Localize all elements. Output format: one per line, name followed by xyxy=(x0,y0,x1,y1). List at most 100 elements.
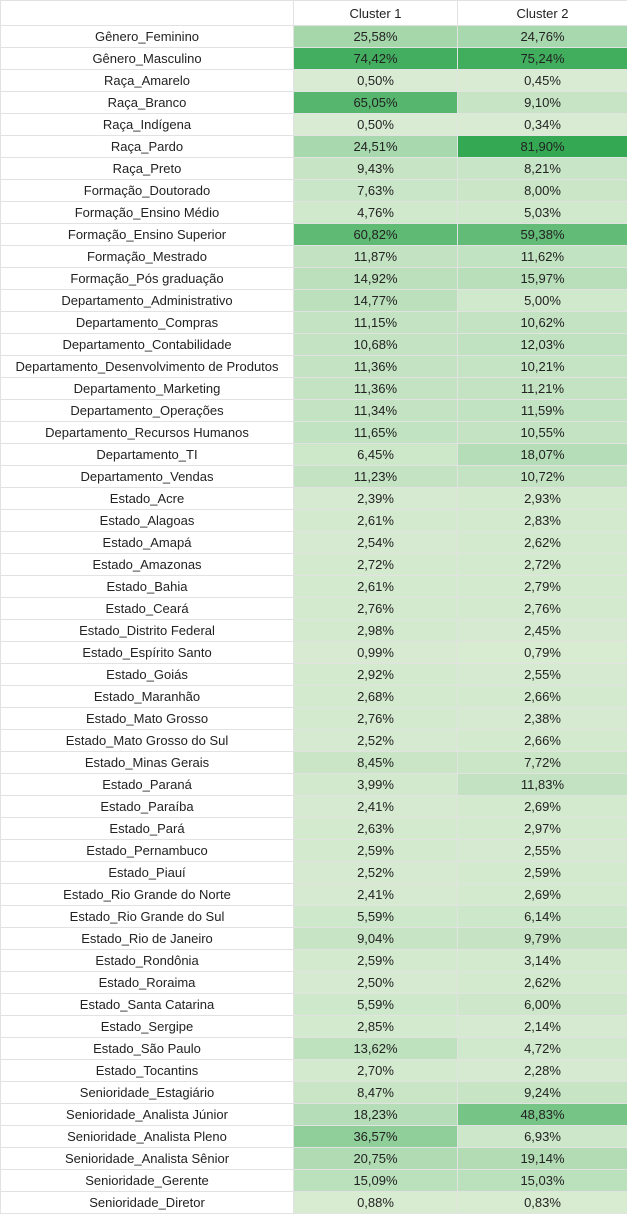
row-label-cell[interactable]: Estado_Roraima xyxy=(0,971,294,994)
row-label-cell[interactable]: Estado_Pernambuco xyxy=(0,839,294,862)
cluster-2-value-cell[interactable]: 2,38% xyxy=(457,707,627,730)
cluster-2-value-cell[interactable]: 5,03% xyxy=(457,201,627,224)
cluster-2-value-cell[interactable]: 9,79% xyxy=(457,927,627,950)
cluster-1-value-cell[interactable]: 65,05% xyxy=(293,91,458,114)
row-label-cell[interactable]: Estado_Goiás xyxy=(0,663,294,686)
cluster-1-value-cell[interactable]: 4,76% xyxy=(293,201,458,224)
row-label-cell[interactable]: Senioridade_Analista Júnior xyxy=(0,1103,294,1126)
row-label-cell[interactable]: Estado_Santa Catarina xyxy=(0,993,294,1016)
cluster-1-value-cell[interactable]: 6,45% xyxy=(293,443,458,466)
cluster-2-value-cell[interactable]: 6,93% xyxy=(457,1125,627,1148)
row-label-cell[interactable]: Estado_Rio Grande do Sul xyxy=(0,905,294,928)
cluster-2-value-cell[interactable]: 9,10% xyxy=(457,91,627,114)
row-label-cell[interactable]: Estado_Minas Gerais xyxy=(0,751,294,774)
cluster-1-value-cell[interactable]: 8,45% xyxy=(293,751,458,774)
cluster-2-value-cell[interactable]: 2,55% xyxy=(457,663,627,686)
header-cluster-2[interactable]: Cluster 2 xyxy=(457,0,627,26)
row-label-cell[interactable]: Senioridade_Analista Sênior xyxy=(0,1147,294,1170)
cluster-2-value-cell[interactable]: 2,83% xyxy=(457,509,627,532)
cluster-1-value-cell[interactable]: 11,23% xyxy=(293,465,458,488)
cluster-1-value-cell[interactable]: 36,57% xyxy=(293,1125,458,1148)
cluster-1-value-cell[interactable]: 2,76% xyxy=(293,707,458,730)
cluster-1-value-cell[interactable]: 9,04% xyxy=(293,927,458,950)
row-label-cell[interactable]: Estado_Ceará xyxy=(0,597,294,620)
cluster-2-value-cell[interactable]: 2,66% xyxy=(457,685,627,708)
cluster-2-value-cell[interactable]: 10,72% xyxy=(457,465,627,488)
cluster-1-value-cell[interactable]: 5,59% xyxy=(293,905,458,928)
row-label-cell[interactable]: Estado_Piauí xyxy=(0,861,294,884)
cluster-2-value-cell[interactable]: 2,14% xyxy=(457,1015,627,1038)
cluster-1-value-cell[interactable]: 11,34% xyxy=(293,399,458,422)
cluster-2-value-cell[interactable]: 11,83% xyxy=(457,773,627,796)
cluster-2-value-cell[interactable]: 0,45% xyxy=(457,69,627,92)
cluster-2-value-cell[interactable]: 0,83% xyxy=(457,1191,627,1214)
row-label-cell[interactable]: Estado_Sergipe xyxy=(0,1015,294,1038)
row-label-cell[interactable]: Formação_Ensino Médio xyxy=(0,201,294,224)
cluster-1-value-cell[interactable]: 11,15% xyxy=(293,311,458,334)
cluster-2-value-cell[interactable]: 10,62% xyxy=(457,311,627,334)
cluster-1-value-cell[interactable]: 2,61% xyxy=(293,575,458,598)
cluster-1-value-cell[interactable]: 24,51% xyxy=(293,135,458,158)
cluster-1-value-cell[interactable]: 2,59% xyxy=(293,839,458,862)
row-label-cell[interactable]: Estado_Maranhão xyxy=(0,685,294,708)
cluster-2-value-cell[interactable]: 0,34% xyxy=(457,113,627,136)
cluster-1-value-cell[interactable]: 8,47% xyxy=(293,1081,458,1104)
cluster-1-value-cell[interactable]: 2,59% xyxy=(293,949,458,972)
row-label-cell[interactable]: Estado_Pará xyxy=(0,817,294,840)
cluster-2-value-cell[interactable]: 81,90% xyxy=(457,135,627,158)
cluster-2-value-cell[interactable]: 2,69% xyxy=(457,795,627,818)
cluster-2-value-cell[interactable]: 10,55% xyxy=(457,421,627,444)
cluster-2-value-cell[interactable]: 7,72% xyxy=(457,751,627,774)
cluster-1-value-cell[interactable]: 18,23% xyxy=(293,1103,458,1126)
row-label-cell[interactable]: Senioridade_Diretor xyxy=(0,1191,294,1214)
row-label-cell[interactable]: Estado_Acre xyxy=(0,487,294,510)
row-label-cell[interactable]: Formação_Pós graduação xyxy=(0,267,294,290)
cluster-2-value-cell[interactable]: 2,76% xyxy=(457,597,627,620)
row-label-cell[interactable]: Formação_Doutorado xyxy=(0,179,294,202)
cluster-1-value-cell[interactable]: 11,36% xyxy=(293,377,458,400)
cluster-1-value-cell[interactable]: 2,41% xyxy=(293,883,458,906)
cluster-2-value-cell[interactable]: 2,28% xyxy=(457,1059,627,1082)
cluster-2-value-cell[interactable]: 2,66% xyxy=(457,729,627,752)
header-corner-cell[interactable] xyxy=(0,0,294,26)
row-label-cell[interactable]: Estado_Paraíba xyxy=(0,795,294,818)
row-label-cell[interactable]: Gênero_Feminino xyxy=(0,25,294,48)
cluster-1-value-cell[interactable]: 15,09% xyxy=(293,1169,458,1192)
cluster-2-value-cell[interactable]: 3,14% xyxy=(457,949,627,972)
cluster-2-value-cell[interactable]: 2,45% xyxy=(457,619,627,642)
cluster-2-value-cell[interactable]: 11,59% xyxy=(457,399,627,422)
row-label-cell[interactable]: Estado_Paraná xyxy=(0,773,294,796)
cluster-1-value-cell[interactable]: 2,70% xyxy=(293,1059,458,1082)
row-label-cell[interactable]: Estado_Alagoas xyxy=(0,509,294,532)
cluster-1-value-cell[interactable]: 2,85% xyxy=(293,1015,458,1038)
row-label-cell[interactable]: Raça_Amarelo xyxy=(0,69,294,92)
row-label-cell[interactable]: Estado_Espírito Santo xyxy=(0,641,294,664)
cluster-2-value-cell[interactable]: 0,79% xyxy=(457,641,627,664)
row-label-cell[interactable]: Senioridade_Estagiário xyxy=(0,1081,294,1104)
header-cluster-1[interactable]: Cluster 1 xyxy=(293,0,458,26)
cluster-1-value-cell[interactable]: 2,52% xyxy=(293,861,458,884)
row-label-cell[interactable]: Estado_Bahia xyxy=(0,575,294,598)
cluster-1-value-cell[interactable]: 13,62% xyxy=(293,1037,458,1060)
cluster-1-value-cell[interactable]: 60,82% xyxy=(293,223,458,246)
cluster-2-value-cell[interactable]: 6,00% xyxy=(457,993,627,1016)
cluster-1-value-cell[interactable]: 2,54% xyxy=(293,531,458,554)
row-label-cell[interactable]: Senioridade_Gerente xyxy=(0,1169,294,1192)
row-label-cell[interactable]: Gênero_Masculino xyxy=(0,47,294,70)
row-label-cell[interactable]: Formação_Mestrado xyxy=(0,245,294,268)
row-label-cell[interactable]: Estado_Amazonas xyxy=(0,553,294,576)
row-label-cell[interactable]: Raça_Branco xyxy=(0,91,294,114)
cluster-2-value-cell[interactable]: 5,00% xyxy=(457,289,627,312)
row-label-cell[interactable]: Estado_Rondônia xyxy=(0,949,294,972)
cluster-1-value-cell[interactable]: 11,36% xyxy=(293,355,458,378)
cluster-2-value-cell[interactable]: 2,79% xyxy=(457,575,627,598)
cluster-2-value-cell[interactable]: 8,00% xyxy=(457,179,627,202)
cluster-1-value-cell[interactable]: 10,68% xyxy=(293,333,458,356)
cluster-1-value-cell[interactable]: 7,63% xyxy=(293,179,458,202)
cluster-1-value-cell[interactable]: 0,88% xyxy=(293,1191,458,1214)
row-label-cell[interactable]: Estado_Mato Grosso xyxy=(0,707,294,730)
cluster-1-value-cell[interactable]: 2,39% xyxy=(293,487,458,510)
cluster-1-value-cell[interactable]: 2,61% xyxy=(293,509,458,532)
cluster-2-value-cell[interactable]: 19,14% xyxy=(457,1147,627,1170)
row-label-cell[interactable]: Departamento_Contabilidade xyxy=(0,333,294,356)
